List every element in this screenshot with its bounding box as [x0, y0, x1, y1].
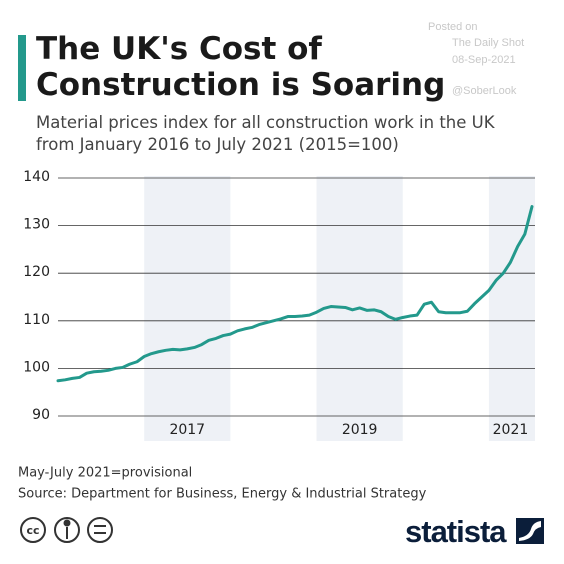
license-icons: cc — [20, 517, 113, 543]
title-accent — [18, 35, 26, 101]
watermark: @SoberLook — [452, 85, 517, 97]
brand-icon-wave — [519, 521, 541, 541]
year-band — [144, 176, 231, 441]
chart-subtitle: Material prices index for all constructi… — [36, 113, 496, 154]
x-tick-label: 2021 — [493, 422, 529, 438]
y-tick-label: 110 — [23, 312, 50, 328]
data-line — [56, 205, 534, 383]
y-tick-label: 130 — [23, 217, 50, 233]
svg-text:cc: cc — [26, 524, 39, 537]
y-tick-label: 100 — [23, 359, 50, 375]
y-tick-label: 140 — [23, 169, 50, 185]
y-tick-label: 90 — [32, 407, 50, 423]
watermark: 08-Sep-2021 — [452, 54, 516, 66]
watermark: The Daily Shot — [452, 37, 524, 49]
chart-title: The UK's Cost of Construction is Soaring — [36, 31, 445, 103]
watermark: Posted on — [428, 21, 478, 33]
source: Source: Department for Business, Energy … — [18, 487, 427, 502]
x-tick-label: 2017 — [169, 422, 205, 438]
x-tick-label: 2019 — [342, 422, 378, 438]
brand-logo: statista — [405, 514, 507, 549]
note: May-July 2021=provisional — [18, 466, 192, 481]
y-tick-label: 120 — [23, 264, 50, 280]
